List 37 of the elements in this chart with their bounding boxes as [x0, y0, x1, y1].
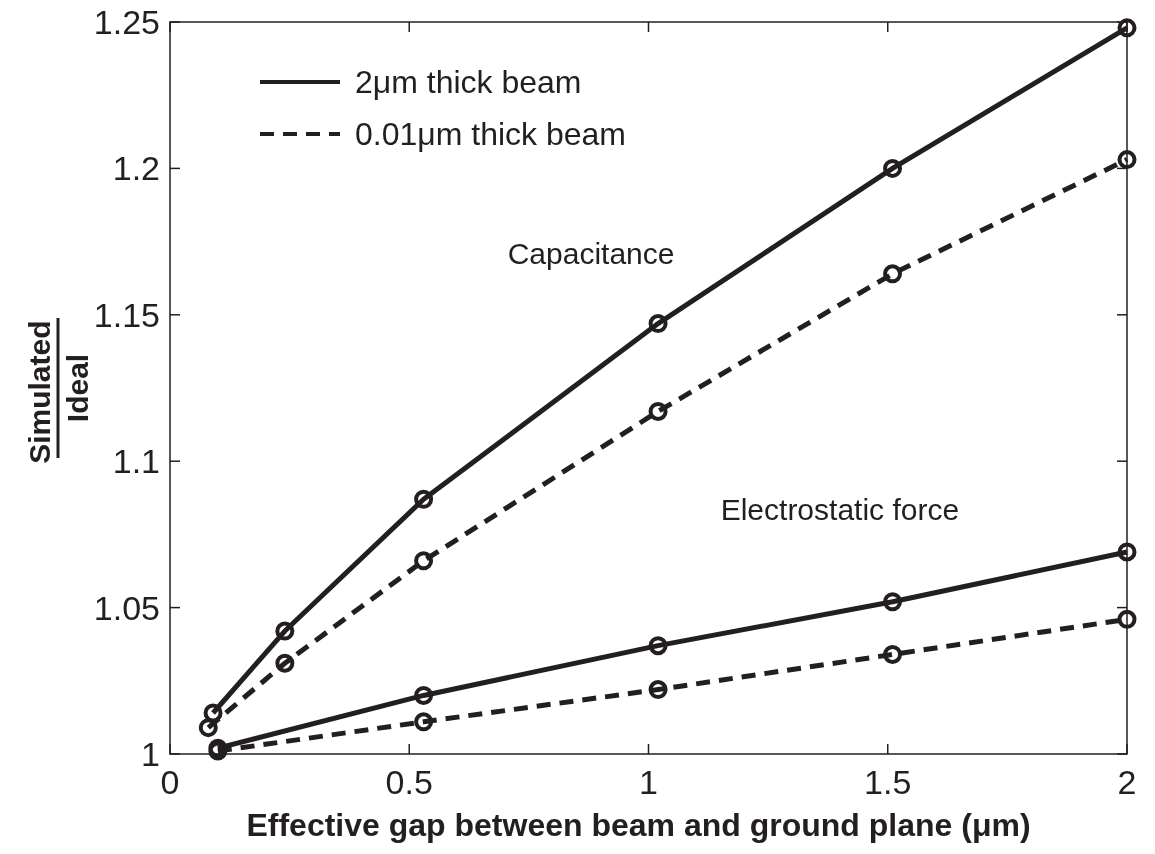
y-tick-label: 1: [141, 735, 160, 773]
x-tick-label: 0: [160, 763, 180, 801]
x-tick-label: 1: [639, 763, 658, 801]
x-tick-label: 2: [1117, 763, 1137, 801]
y-tick-label: 1.25: [93, 3, 160, 41]
point: [1117, 542, 1137, 562]
point: [1117, 150, 1137, 170]
point: [883, 264, 903, 284]
point: [648, 314, 668, 334]
point: [275, 653, 295, 673]
point: [414, 551, 434, 571]
legend-label: 0.01μm thick beam: [355, 116, 626, 152]
y-tick-label: 1.2: [112, 149, 160, 188]
point: [1117, 609, 1137, 629]
x-tick-label: 0.5: [385, 763, 433, 801]
point: [414, 685, 434, 705]
point: [1117, 18, 1137, 38]
point: [414, 712, 434, 732]
point: [648, 401, 668, 421]
x-tick-label: 1.5: [864, 763, 912, 801]
legend-label: 2μm thick beam: [355, 64, 582, 100]
point: [883, 158, 903, 178]
annotation: Capacitance: [507, 236, 675, 270]
y-axis-title: Simulated Ideal: [23, 312, 94, 464]
point: [883, 644, 903, 664]
point: [275, 621, 295, 641]
point: [883, 592, 903, 612]
annotation: Electrostatic force: [720, 492, 960, 526]
point: [203, 703, 223, 723]
x-axis-title: Effective gap between beam and ground plane (μm): [246, 807, 1031, 843]
y-tick-label: 1.15: [93, 295, 160, 334]
point: [198, 718, 218, 738]
point: [648, 680, 668, 700]
point: [648, 636, 668, 656]
point: [414, 489, 434, 509]
y-tick-label: 1.1: [112, 442, 160, 481]
y-tick-label: 1.05: [93, 588, 160, 627]
